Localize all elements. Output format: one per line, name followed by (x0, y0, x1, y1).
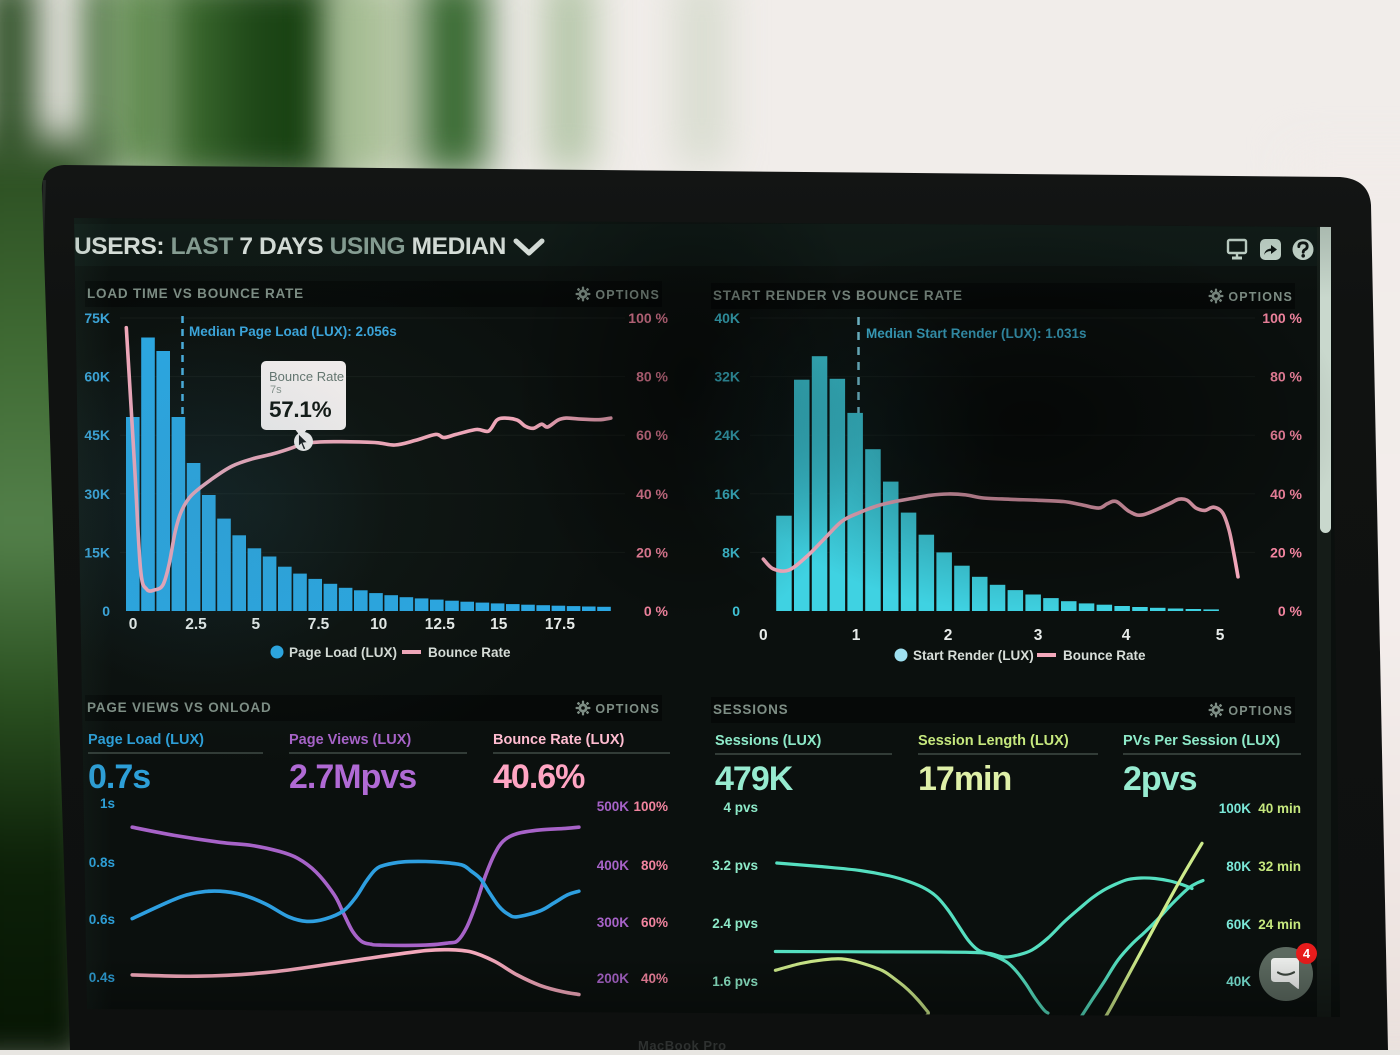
svg-text:100K: 100K (1219, 801, 1252, 816)
svg-text:2pvs: 2pvs (1123, 760, 1197, 798)
svg-text:Session Length (LUX): Session Length (LUX) (918, 733, 1069, 749)
svg-text:479K: 479K (715, 760, 794, 798)
svg-text:40 min: 40 min (1258, 801, 1301, 816)
svg-text:3.2 pvs: 3.2 pvs (712, 858, 758, 873)
svg-text:4 pvs: 4 pvs (723, 800, 758, 815)
svg-text:PVs Per Session (LUX): PVs Per Session (LUX) (1123, 733, 1280, 749)
svg-text:40K: 40K (1226, 974, 1251, 989)
svg-text:Sessions (LUX): Sessions (LUX) (715, 733, 822, 749)
svg-text:2.4 pvs: 2.4 pvs (712, 916, 758, 931)
svg-text:1.6 pvs: 1.6 pvs (712, 974, 758, 989)
svg-text:32 min: 32 min (1258, 859, 1301, 874)
svg-text:24 min: 24 min (1258, 917, 1301, 932)
svg-text:80K: 80K (1226, 859, 1251, 874)
svg-text:60K: 60K (1226, 917, 1251, 932)
svg-text:17min: 17min (918, 760, 1011, 798)
